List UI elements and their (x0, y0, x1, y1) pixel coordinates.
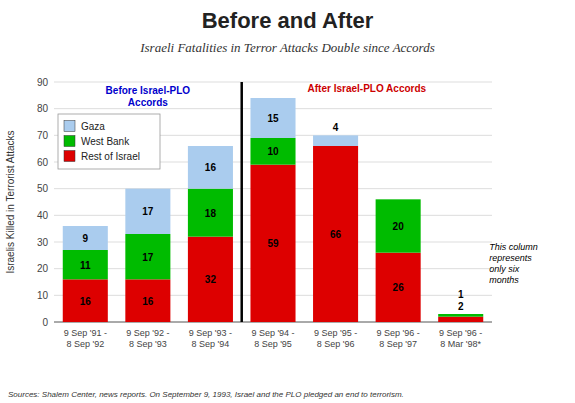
bar-segment (250, 165, 295, 322)
y-tick-label: 20 (37, 263, 49, 274)
bar-segment (376, 199, 421, 252)
legend: Gaza West Bank Rest of Israel (58, 114, 160, 169)
y-tick-label: 0 (42, 317, 48, 328)
bar-segment (376, 253, 421, 322)
legend-swatch (64, 136, 75, 147)
chart-container: Before and After Israeli Fatalities in Te… (0, 0, 575, 403)
x-tick-label: 9 Sep '93 -8 Sep '94 (189, 328, 232, 349)
bar-segment (188, 146, 233, 189)
bar-segment (438, 317, 483, 322)
bar-segment (438, 314, 483, 317)
data-label: 16 (205, 162, 217, 173)
y-tick-label: 10 (37, 290, 49, 301)
legend-swatch (64, 151, 75, 162)
y-tick-label: 40 (37, 210, 49, 221)
data-label: 11 (80, 260, 91, 271)
data-label: 26 (393, 282, 405, 293)
legend-entry: Rest of Israel (81, 151, 140, 162)
x-tick-label: 9 Sep '96 -8 Mar '98* (439, 328, 482, 349)
annotation: This columnrepresentsonly sixmonths (489, 242, 538, 285)
legend-entry: West Bank (81, 136, 130, 147)
y-tick-label: 60 (37, 157, 49, 168)
bar-segment (313, 135, 358, 146)
source: Sources: Shalem Center, news reports. On… (8, 390, 404, 399)
legend-entry: Gaza (81, 121, 105, 132)
data-label: 59 (267, 238, 279, 249)
grid-line (54, 82, 492, 83)
data-label: 15 (267, 113, 279, 124)
bar-segment (125, 279, 170, 322)
bar-segment (376, 199, 421, 200)
y-tick-label: 30 (37, 237, 49, 248)
x-tick-label: 9 Sep '96 -8 Sep '97 (377, 328, 420, 349)
data-label: 16 (142, 296, 154, 307)
bar-segment (313, 146, 358, 322)
bar-segment (250, 98, 295, 138)
data-label: 10 (267, 146, 279, 157)
x-tick-label: 9 Sep '95 -8 Sep '96 (314, 328, 357, 349)
data-label: 4 (333, 122, 339, 133)
bar-segment (63, 279, 108, 322)
legend-swatch (64, 121, 75, 132)
bar-segment (125, 234, 170, 279)
data-label: 17 (142, 252, 154, 263)
y-axis-label: Israelis Killed in Terrorist Attacks (5, 130, 16, 273)
data-label: 32 (205, 274, 217, 285)
bar-segment (125, 189, 170, 234)
bar-segment (188, 237, 233, 322)
subtitle: Israeli Fatalities in Terror Attacks Dou… (139, 40, 435, 55)
data-label: 1 (458, 289, 464, 300)
x-tick-label: 9 Sep '92 -8 Sep '93 (126, 328, 169, 349)
data-label: 2 (458, 301, 464, 312)
data-label: 18 (205, 208, 217, 219)
y-tick-label: 50 (37, 183, 49, 194)
grid (54, 82, 492, 322)
annotation: After Israel-PLO Accords (308, 83, 427, 94)
data-label: 66 (330, 229, 342, 240)
x-tick-label: 9 Sep '91 -8 Sep '92 (64, 328, 107, 349)
y-tick-label: 90 (37, 77, 49, 88)
bar-segment (250, 138, 295, 165)
legend-box (58, 114, 160, 169)
bar-segment (438, 314, 483, 315)
bar-segment (188, 189, 233, 237)
data-label: 16 (80, 296, 92, 307)
x-tick-label: 9 Sep '94 -8 Sep '95 (251, 328, 294, 349)
title: Before and After (202, 8, 374, 33)
data-label: 17 (142, 206, 154, 217)
bar-segment (63, 226, 108, 250)
y-tick-label: 70 (37, 130, 49, 141)
chart: Before and After Israeli Fatalities in Te… (0, 0, 575, 403)
data-label: 20 (393, 221, 405, 232)
bar-segment (63, 250, 108, 279)
data-label: 9 (83, 233, 89, 244)
annotation: Before Israel-PLOAccords (106, 85, 191, 108)
y-tick-label: 80 (37, 103, 49, 114)
divider (240, 82, 243, 322)
